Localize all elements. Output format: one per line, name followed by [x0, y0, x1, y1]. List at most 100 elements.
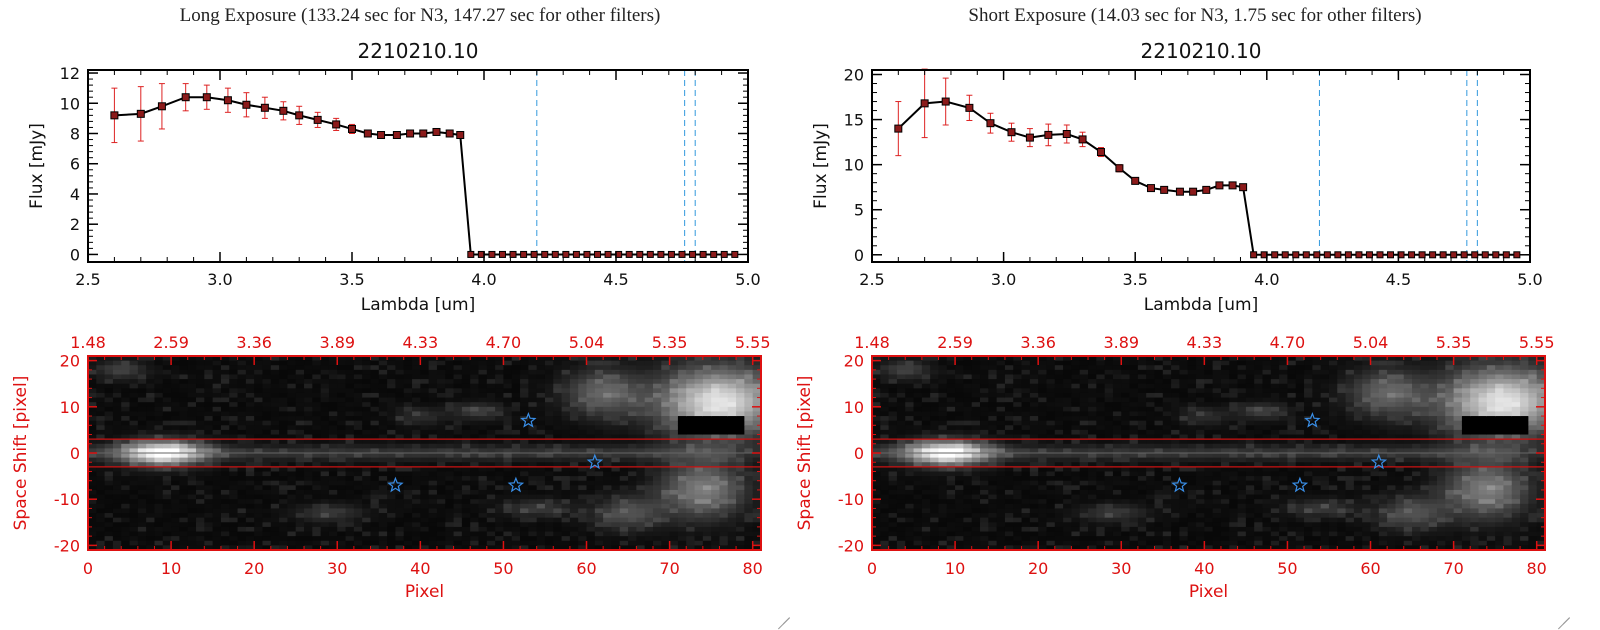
- heatmap-cell: [412, 388, 421, 394]
- heatmap-cell: [955, 536, 964, 542]
- heatmap-cell: [370, 360, 380, 366]
- heatmap-cell: [921, 443, 931, 449]
- heatmap-cell: [686, 466, 696, 473]
- heatmap-cell: [744, 513, 754, 519]
- heatmap-cell: [955, 480, 964, 486]
- heatmap-cell: [196, 411, 205, 417]
- heatmap-cell: [544, 526, 554, 533]
- heatmap-cell: [445, 466, 455, 473]
- heatmap-cell: [1038, 480, 1048, 486]
- heatmap-cell: [254, 416, 264, 422]
- heatmap-cell: [453, 365, 463, 371]
- heatmap-cell: [880, 540, 890, 546]
- heatmap-cell: [220, 517, 230, 523]
- heatmap-cell: [171, 508, 180, 514]
- heatmap-cell: [930, 494, 940, 500]
- heatmap-cell: [603, 392, 613, 399]
- heatmap-cell: [312, 453, 322, 459]
- heatmap-cell: [980, 392, 989, 399]
- heatmap-cell: [677, 416, 687, 422]
- heatmap-cell: [362, 443, 372, 449]
- heatmap-cell: [420, 429, 430, 436]
- heatmap-cell: [594, 360, 604, 366]
- heatmap-cell: [611, 434, 621, 440]
- heatmap-cell: [387, 503, 397, 510]
- heatmap-cell: [686, 411, 696, 417]
- heatmap-cell: [611, 480, 621, 486]
- heatmap-cell: [304, 466, 313, 473]
- heatmap-cell: [320, 513, 330, 519]
- heatmap-cell: [295, 388, 305, 394]
- heatmap-cell: [611, 526, 621, 533]
- heatmap-cell: [287, 429, 297, 436]
- heatmap-cell: [980, 411, 989, 417]
- heatmap-cell: [561, 379, 571, 385]
- heatmap-cell: [603, 360, 613, 366]
- heatmap-cell: [204, 471, 214, 477]
- heatmap-cell: [88, 406, 97, 413]
- heatmap-cell: [328, 503, 338, 510]
- heatmap-cell: [644, 374, 654, 380]
- heatmap-cell: [1021, 522, 1031, 528]
- heatmap-cell: [711, 480, 721, 486]
- heatmap-cell: [304, 434, 313, 440]
- heatmap-cell: [661, 434, 671, 440]
- heatmap-cell: [872, 402, 881, 408]
- heatmap-cell: [694, 522, 704, 528]
- heatmap-cell: [137, 420, 147, 426]
- heatmap-cell: [503, 466, 513, 473]
- heatmap-cell: [129, 374, 139, 380]
- heatmap-cell: [171, 457, 180, 463]
- heatmap-cell: [196, 439, 205, 445]
- heatmap-cell: [719, 453, 729, 459]
- heatmap-cell: [644, 360, 654, 366]
- heatmap-cell: [1038, 522, 1048, 528]
- heatmap-cell: [661, 356, 671, 362]
- heatmap-cell: [702, 531, 712, 537]
- heatmap-cell: [237, 508, 247, 514]
- heatmap-cell: [137, 439, 147, 445]
- heatmap-cell: [888, 462, 898, 468]
- heatmap-cell: [403, 374, 413, 380]
- heatmap-cell: [988, 429, 998, 436]
- heatmap-cell: [594, 388, 604, 394]
- heatmap-cell: [245, 517, 255, 523]
- heatmap-cell: [503, 522, 513, 528]
- heatmap-cell: [619, 476, 629, 482]
- heatmap-cell: [171, 388, 180, 394]
- heatmap-cell: [1004, 411, 1014, 417]
- top-tick-label: 3.36: [236, 333, 272, 352]
- heatmap-cell: [619, 513, 629, 519]
- heatmap-cell: [719, 531, 729, 537]
- heatmap-cell: [229, 480, 239, 486]
- heatmap-cell: [930, 453, 940, 459]
- heatmap-cell: [154, 466, 164, 473]
- heatmap-cell: [453, 517, 463, 523]
- heatmap-cell: [905, 392, 915, 399]
- heatmap-cell: [154, 545, 164, 551]
- heatmap-cell: [96, 471, 106, 477]
- heatmap-cell: [528, 402, 538, 408]
- heatmap-cell: [652, 406, 662, 413]
- heatmap-cell: [312, 489, 322, 496]
- heatmap-cell: [905, 365, 915, 371]
- heatmap-cell: [752, 369, 762, 376]
- heatmap-cell: [677, 425, 687, 431]
- heatmap-cell: [636, 369, 646, 376]
- heatmap-cell: [412, 383, 421, 389]
- heatmap-cell: [112, 439, 122, 445]
- heatmap-cell: [428, 365, 438, 371]
- heatmap-cell: [154, 411, 164, 417]
- heatmap-cell: [287, 448, 297, 454]
- heatmap-cell: [337, 471, 347, 477]
- heatmap-cell: [137, 517, 147, 523]
- heatmap-cell: [544, 545, 554, 551]
- heatmap-cell: [237, 485, 247, 491]
- heatmap-cell: [880, 374, 890, 380]
- heatmap-cell: [403, 531, 413, 537]
- heatmap-cell: [727, 356, 737, 362]
- heatmap-cell: [270, 503, 280, 510]
- heatmap-cell: [644, 545, 654, 551]
- heatmap-cell: [528, 360, 538, 366]
- heatmap-cell: [112, 397, 122, 403]
